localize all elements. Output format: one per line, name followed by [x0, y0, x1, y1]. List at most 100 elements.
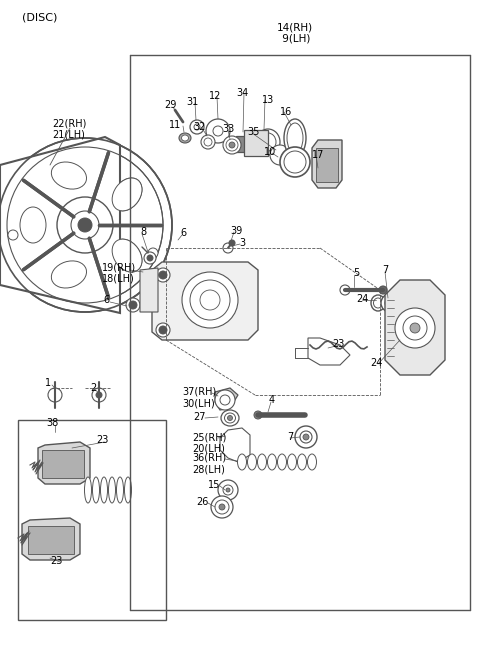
Polygon shape: [385, 280, 445, 375]
Text: 15: 15: [208, 480, 220, 490]
Text: 7: 7: [382, 265, 388, 275]
Ellipse shape: [112, 178, 142, 211]
Text: 27: 27: [194, 412, 206, 422]
Text: 24: 24: [356, 294, 368, 304]
Polygon shape: [308, 338, 350, 365]
Bar: [18, 420, 166, 620]
Text: 33: 33: [222, 124, 234, 134]
Text: 8: 8: [140, 227, 146, 237]
Text: 25(RH)
20(LH): 25(RH) 20(LH): [192, 432, 227, 453]
Circle shape: [129, 301, 137, 309]
Circle shape: [78, 218, 92, 232]
Ellipse shape: [51, 261, 86, 288]
Ellipse shape: [84, 477, 92, 503]
Text: 39: 39: [230, 226, 242, 236]
Ellipse shape: [51, 162, 86, 189]
Ellipse shape: [201, 135, 215, 149]
Text: 23: 23: [332, 339, 344, 349]
Text: 23: 23: [50, 556, 62, 566]
Text: 13: 13: [262, 95, 274, 105]
Circle shape: [303, 434, 309, 440]
Text: 37(RH)
30(LH): 37(RH) 30(LH): [182, 387, 216, 409]
Text: 26: 26: [196, 497, 208, 507]
Text: 29: 29: [164, 100, 176, 110]
Circle shape: [149, 272, 155, 278]
Circle shape: [148, 248, 158, 258]
Text: 4: 4: [269, 395, 275, 405]
Text: 6: 6: [180, 228, 186, 238]
Circle shape: [206, 119, 230, 143]
Polygon shape: [152, 262, 258, 340]
Ellipse shape: [100, 477, 108, 503]
Ellipse shape: [284, 119, 306, 157]
Ellipse shape: [248, 454, 256, 470]
Text: 38: 38: [46, 418, 58, 428]
Text: 12: 12: [209, 91, 221, 101]
Circle shape: [159, 271, 167, 279]
Polygon shape: [220, 428, 250, 462]
Text: 3: 3: [239, 238, 245, 248]
Text: 1: 1: [45, 378, 51, 388]
Ellipse shape: [229, 142, 235, 148]
Ellipse shape: [228, 415, 232, 420]
Circle shape: [381, 294, 399, 312]
Text: 22(RH)
21(LH): 22(RH) 21(LH): [52, 118, 86, 140]
Ellipse shape: [267, 454, 276, 470]
Text: 16: 16: [280, 107, 292, 117]
Circle shape: [254, 411, 262, 419]
Circle shape: [190, 120, 204, 134]
Circle shape: [144, 252, 156, 264]
Ellipse shape: [257, 454, 266, 470]
Text: 31: 31: [186, 97, 198, 107]
Text: 32: 32: [194, 122, 206, 132]
Circle shape: [295, 426, 317, 448]
Ellipse shape: [20, 207, 46, 243]
Bar: [316, 148, 338, 182]
Ellipse shape: [308, 454, 316, 470]
Circle shape: [156, 268, 170, 282]
Ellipse shape: [51, 162, 86, 189]
Circle shape: [182, 272, 238, 328]
Text: 23: 23: [96, 435, 108, 445]
Circle shape: [211, 496, 233, 518]
Text: 36(RH)
28(LH): 36(RH) 28(LH): [192, 453, 226, 474]
Polygon shape: [140, 268, 158, 312]
Circle shape: [229, 240, 235, 246]
Ellipse shape: [181, 135, 189, 141]
Circle shape: [126, 298, 140, 312]
Ellipse shape: [179, 133, 191, 143]
Circle shape: [385, 298, 395, 308]
Polygon shape: [215, 388, 238, 410]
Ellipse shape: [270, 145, 290, 165]
Ellipse shape: [51, 261, 86, 288]
Circle shape: [48, 388, 62, 402]
Ellipse shape: [371, 295, 385, 311]
Ellipse shape: [112, 178, 142, 211]
Circle shape: [8, 230, 18, 240]
Text: 34: 34: [236, 88, 248, 98]
Ellipse shape: [124, 477, 132, 503]
Circle shape: [96, 392, 102, 398]
Ellipse shape: [223, 136, 241, 154]
Polygon shape: [312, 140, 342, 188]
Circle shape: [226, 488, 230, 492]
Circle shape: [218, 480, 238, 500]
Bar: [42, 450, 84, 478]
Ellipse shape: [112, 239, 142, 272]
Ellipse shape: [108, 477, 116, 503]
Circle shape: [156, 323, 170, 337]
Circle shape: [146, 269, 158, 281]
Ellipse shape: [112, 239, 142, 272]
Bar: [236, 136, 250, 152]
Text: 19(RH)
18(LH): 19(RH) 18(LH): [102, 262, 136, 283]
Text: 7: 7: [287, 432, 293, 442]
Text: 11: 11: [169, 120, 181, 130]
Text: 14(RH)
 9(LH): 14(RH) 9(LH): [277, 22, 313, 43]
Text: 5: 5: [353, 268, 359, 278]
Ellipse shape: [256, 129, 280, 155]
Ellipse shape: [221, 410, 239, 426]
Ellipse shape: [238, 454, 247, 470]
Polygon shape: [22, 518, 80, 560]
Text: 10: 10: [264, 147, 276, 157]
Circle shape: [340, 285, 350, 295]
